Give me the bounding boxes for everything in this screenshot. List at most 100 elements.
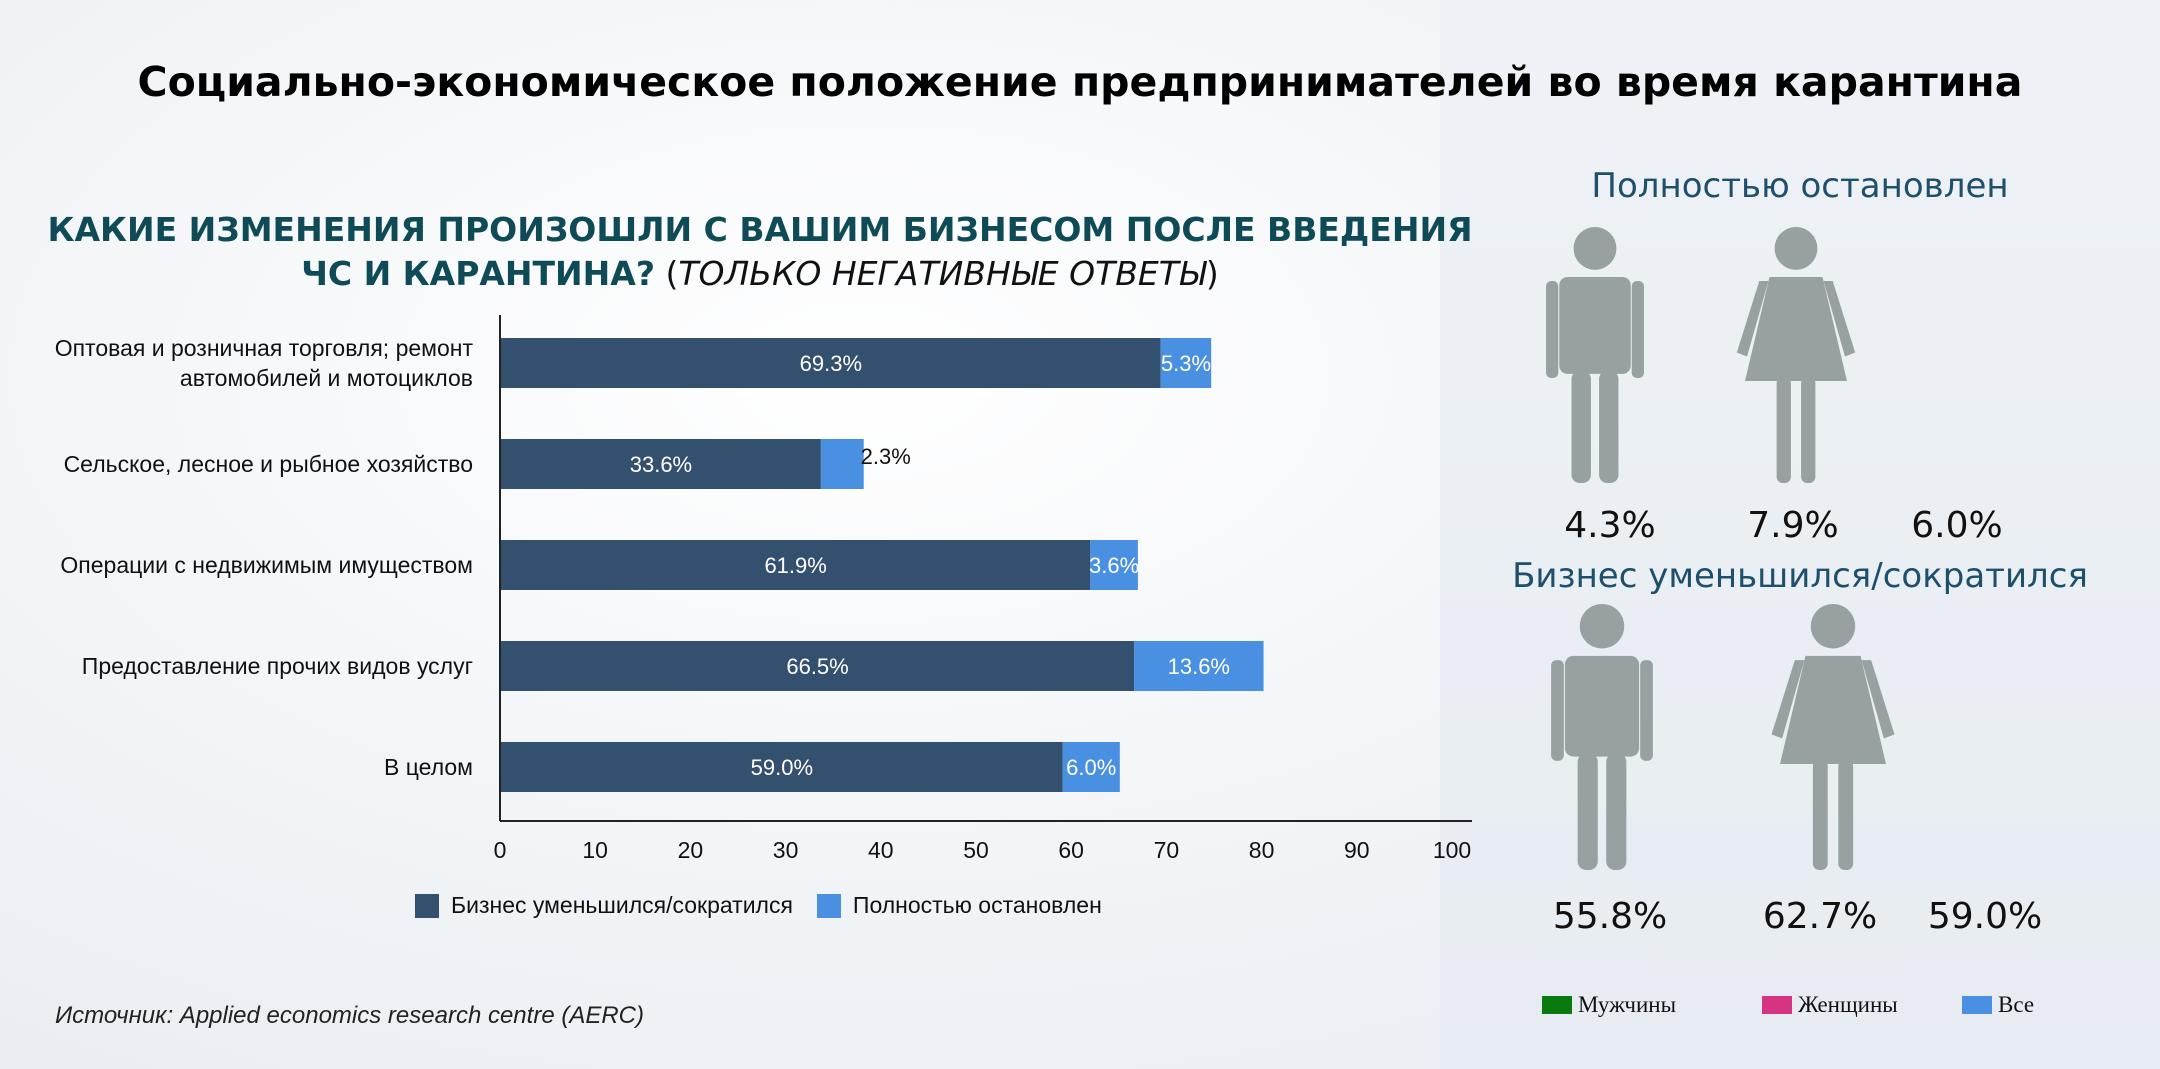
man-right-arm [1640, 660, 1653, 761]
x-tick-label: 80 [1249, 837, 1275, 863]
section-title-stopped: Полностью остановлен [1591, 166, 2009, 206]
pictogram-panel [1495, 226, 1896, 870]
category-label: автомобилей и мотоциклов [180, 365, 473, 391]
question-note: ТОЛЬКО НЕГАТИВНЫЕ ОТВЕТЫ [678, 254, 1206, 293]
man-right-arm [1631, 281, 1644, 378]
man-left-arm [1551, 660, 1564, 761]
woman-fill [1696, 463, 1896, 483]
question-note-close: ) [1205, 254, 1219, 293]
pct-all-decreased: 59.0% [1927, 896, 2043, 937]
source-note: Источник: Applied economics research cen… [55, 1002, 644, 1029]
x-tick-label: 20 [678, 837, 704, 863]
legend-label-decreased: Бизнес уменьшился/сократился [451, 892, 793, 918]
x-tick-label: 50 [963, 837, 989, 863]
data-label-stopped: 6.0% [1066, 755, 1116, 780]
right-legend-swatch-all [1962, 996, 1992, 1014]
question-note-open: ( [654, 254, 679, 293]
woman-left-leg [1812, 759, 1828, 870]
question-main: КАКИЕ ИЗМЕНЕНИЯ ПРОИЗОШЛИ С ВАШИМ БИЗНЕС… [47, 210, 1473, 293]
bar-decreased [501, 439, 821, 489]
data-label-stopped: 2.3% [861, 444, 911, 469]
woman-left-leg [1776, 376, 1791, 483]
woman-dress [1780, 655, 1886, 764]
woman-head [1810, 603, 1856, 649]
data-label-decreased: 69.3% [800, 351, 862, 376]
man-fill [1495, 472, 1695, 483]
man-left-leg [1577, 753, 1598, 870]
woman-head [1774, 226, 1818, 270]
right-panel [1440, 0, 2160, 1069]
woman-figure [1771, 603, 1895, 870]
bar-stopped [1062, 742, 1120, 792]
category-label: В целом [384, 754, 473, 780]
legend-swatch-stopped [816, 893, 841, 918]
man-torso [1559, 276, 1631, 374]
right-legend-women: Женщины [1762, 992, 1898, 1018]
data-label-decreased: 66.5% [786, 654, 848, 679]
woman-right-arm [1823, 281, 1856, 357]
category-label: Предоставление прочих видов услуг [82, 653, 473, 679]
data-label-stopped: 5.3% [1161, 351, 1211, 376]
woman-left-arm [1771, 660, 1805, 739]
category-label: Операции с недвижимым имуществом [60, 552, 473, 578]
data-label-stopped: 13.6% [1168, 654, 1230, 679]
x-tick-label: 0 [494, 837, 507, 863]
page-title: Социально-экономическое положение предпр… [137, 58, 2023, 106]
man-left-leg [1571, 370, 1591, 483]
man-left-arm [1546, 281, 1559, 378]
woman-figure [1736, 226, 1856, 483]
section-title-decreased: Бизнес уменьшился/сократился [1512, 556, 2088, 596]
data-label-decreased: 59.0% [751, 755, 813, 780]
bar-chart: 0 10 20 30 40 50 60 70 80 90 100 Оптовая и рознична… [55, 315, 1472, 863]
man-right-leg [1606, 753, 1627, 870]
woman-dress [1745, 276, 1847, 381]
x-tick-label: 30 [773, 837, 799, 863]
legend-swatch-decreased [415, 893, 439, 918]
data-label-decreased: 61.9% [764, 553, 826, 578]
pct-men-decreased: 55.8% [1552, 896, 1668, 937]
bar-decreased [501, 641, 1135, 691]
right-legend-label-men: Мужчины [1578, 992, 1677, 1017]
woman-left-arm [1736, 281, 1769, 357]
bar-stopped [1160, 338, 1212, 388]
pct-all-stopped: 6.0% [1911, 505, 2003, 546]
pct-women-decreased: 62.7% [1762, 896, 1878, 937]
x-tick-label: 70 [1154, 837, 1180, 863]
bar-stopped [1134, 641, 1264, 691]
bar-decreased [501, 742, 1063, 792]
right-legend-label-women: Женщины [1798, 992, 1898, 1017]
woman-right-arm [1861, 660, 1895, 739]
legend-item-stopped: Полностью остановлен [816, 892, 1102, 919]
right-legend-men: Мужчины [1542, 992, 1676, 1018]
right-legend-swatch-women [1762, 996, 1792, 1014]
woman-right-leg [1838, 759, 1854, 870]
bar-decreased [501, 338, 1161, 388]
man-head [1573, 226, 1617, 270]
data-label-stopped: 3.6% [1089, 553, 1139, 578]
x-tick-label: 100 [1433, 837, 1471, 863]
bar-stopped [1090, 540, 1138, 590]
man-head [1579, 603, 1625, 649]
legend-item-decreased: Бизнес уменьшился/сократился [415, 892, 793, 919]
category-label: Оптовая и розничная торговля; ремонт [55, 335, 474, 361]
man-figure [1551, 603, 1653, 870]
pct-women-stopped: 7.9% [1747, 505, 1839, 546]
bar-stopped [820, 439, 864, 489]
man-right-leg [1599, 370, 1619, 483]
man-torso [1564, 655, 1640, 757]
bar-legend: Бизнес уменьшился/сократился Полностью о… [415, 892, 1126, 919]
man-figure [1546, 226, 1644, 483]
data-label-decreased: 33.6% [630, 452, 692, 477]
bar-decreased [501, 540, 1091, 590]
legend-label-stopped: Полностью остановлен [852, 892, 1102, 918]
question-title: КАКИЕ ИЗМЕНЕНИЯ ПРОИЗОШЛИ С ВАШИМ БИЗНЕС… [40, 208, 1480, 296]
woman-right-leg [1801, 376, 1816, 483]
right-legend-swatch-men [1542, 996, 1572, 1014]
right-legend-label-all: Все [1998, 992, 2035, 1017]
x-tick-label: 10 [582, 837, 608, 863]
x-tick-label: 40 [868, 837, 894, 863]
pct-men-stopped: 4.3% [1564, 505, 1656, 546]
right-legend-all: Все [1962, 992, 2034, 1018]
x-tick-label: 90 [1344, 837, 1370, 863]
category-label: Сельское, лесное и рыбное хозяйство [64, 451, 473, 477]
